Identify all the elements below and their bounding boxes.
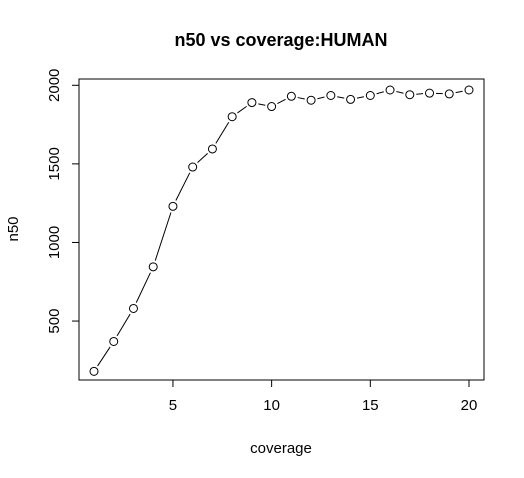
series-line-segment bbox=[277, 98, 286, 104]
data-point bbox=[385, 85, 395, 95]
x-tick-label: 15 bbox=[362, 397, 379, 414]
x-tick-label: 5 bbox=[169, 397, 177, 414]
data-point bbox=[444, 89, 454, 99]
data-point bbox=[207, 144, 217, 154]
data-point bbox=[128, 303, 138, 313]
data-point bbox=[326, 91, 336, 101]
y-tick-label: 500 bbox=[46, 309, 63, 334]
data-point bbox=[148, 262, 158, 272]
series-line-segment bbox=[416, 93, 424, 95]
data-point bbox=[227, 112, 237, 122]
series-line-segment bbox=[356, 96, 365, 99]
series-line-segment bbox=[258, 103, 266, 106]
series-line-segment bbox=[396, 91, 404, 94]
x-tick-label: 10 bbox=[263, 397, 280, 414]
series-line-segment bbox=[376, 91, 384, 95]
series-line-segment bbox=[237, 105, 247, 114]
data-point bbox=[89, 366, 99, 376]
x-axis: 5 10 15 20 bbox=[169, 379, 478, 414]
series-line-segment bbox=[175, 172, 191, 201]
y-axis-label: n50 bbox=[5, 216, 22, 241]
series-line-segment bbox=[197, 152, 208, 163]
series-line-segment bbox=[135, 272, 151, 303]
x-tick-label: 20 bbox=[461, 397, 478, 414]
series-line-segment bbox=[97, 346, 111, 367]
series-line-segment bbox=[215, 122, 230, 144]
series-line-segment bbox=[337, 96, 345, 99]
data-point bbox=[405, 90, 415, 100]
series-line-segment bbox=[154, 212, 172, 261]
series-line-segment bbox=[116, 313, 131, 337]
data-point bbox=[267, 102, 277, 112]
data-point bbox=[425, 88, 435, 98]
plot-frame bbox=[78, 78, 485, 381]
data-point bbox=[168, 201, 178, 211]
series-line-segment bbox=[317, 96, 325, 100]
data-point bbox=[346, 94, 356, 104]
data-point bbox=[286, 91, 296, 101]
series-line-segment bbox=[297, 97, 305, 100]
data-point bbox=[365, 91, 375, 101]
y-tick-label: 1000 bbox=[46, 226, 63, 259]
data-point bbox=[247, 98, 257, 108]
x-axis-label: coverage bbox=[250, 440, 312, 457]
data-point bbox=[109, 336, 119, 346]
series-line-segment bbox=[455, 90, 463, 94]
data-point bbox=[306, 95, 316, 105]
y-tick-label: 2000 bbox=[46, 69, 63, 102]
y-tick-label: 1500 bbox=[46, 147, 63, 180]
data-point bbox=[188, 162, 198, 172]
data-point bbox=[464, 85, 474, 95]
chart-title: n50 vs coverage:HUMAN bbox=[174, 30, 387, 50]
y-axis: 500 1000 1500 2000 bbox=[46, 69, 80, 334]
data-series bbox=[89, 85, 474, 376]
